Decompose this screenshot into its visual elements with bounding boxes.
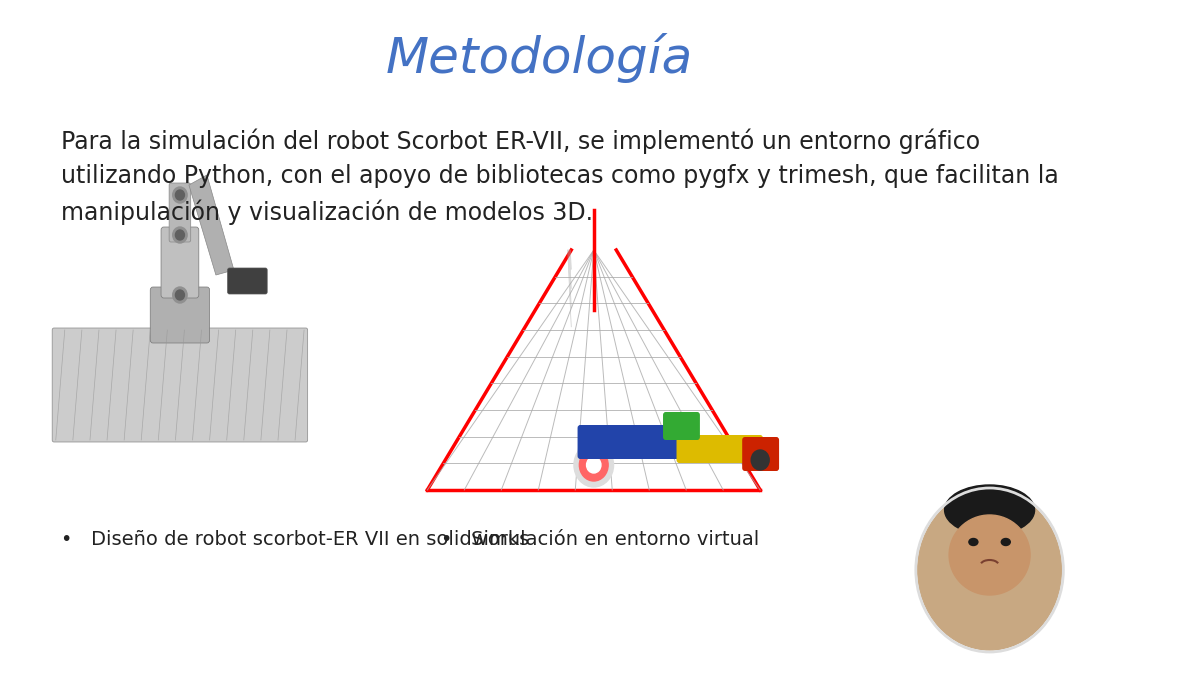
- Circle shape: [175, 190, 185, 200]
- FancyBboxPatch shape: [742, 437, 779, 471]
- FancyBboxPatch shape: [161, 227, 199, 298]
- Text: •   Diseño de robot scorbot-ER VII en solidworks: • Diseño de robot scorbot-ER VII en soli…: [61, 530, 529, 549]
- FancyBboxPatch shape: [577, 425, 691, 459]
- Polygon shape: [188, 175, 234, 275]
- FancyBboxPatch shape: [677, 435, 763, 463]
- Text: Para la simulación del robot Scorbot ER-VII, se implementó un entorno gráfico
ut: Para la simulación del robot Scorbot ER-…: [61, 128, 1058, 225]
- Circle shape: [918, 490, 1062, 650]
- Ellipse shape: [968, 539, 978, 545]
- FancyBboxPatch shape: [169, 183, 191, 242]
- Circle shape: [173, 187, 187, 203]
- Text: •   Simulación en entorno virtual: • Simulación en entorno virtual: [440, 530, 760, 549]
- FancyBboxPatch shape: [228, 268, 268, 294]
- Ellipse shape: [944, 485, 1034, 535]
- Text: Metodología: Metodología: [386, 33, 694, 83]
- Ellipse shape: [949, 515, 1030, 595]
- Circle shape: [587, 457, 601, 473]
- FancyBboxPatch shape: [52, 328, 307, 442]
- Circle shape: [173, 287, 187, 303]
- Circle shape: [173, 227, 187, 243]
- Circle shape: [580, 449, 608, 481]
- Circle shape: [175, 290, 185, 300]
- FancyBboxPatch shape: [150, 287, 210, 343]
- Circle shape: [175, 230, 185, 240]
- Circle shape: [574, 443, 613, 487]
- Circle shape: [751, 450, 769, 470]
- Ellipse shape: [1001, 539, 1010, 545]
- FancyBboxPatch shape: [664, 412, 700, 440]
